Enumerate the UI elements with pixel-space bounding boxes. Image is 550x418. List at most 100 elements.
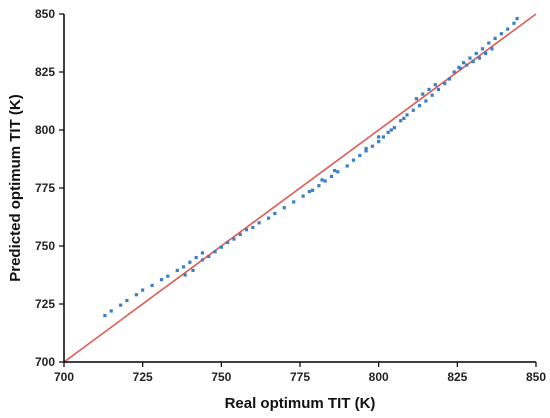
y-tick-label: 700 — [35, 355, 55, 369]
data-point — [257, 221, 261, 225]
data-point — [238, 232, 242, 236]
data-point — [399, 119, 403, 123]
data-point — [191, 268, 195, 272]
data-point — [462, 61, 466, 65]
reference-line-layer — [63, 13, 537, 363]
data-point — [183, 273, 187, 277]
data-point — [493, 36, 497, 40]
data-point — [364, 146, 368, 151]
data-point — [345, 164, 349, 168]
x-tick-label: 800 — [369, 370, 389, 384]
data-point — [301, 194, 305, 198]
data-point — [317, 184, 321, 188]
data-point — [307, 189, 312, 194]
data-point — [424, 99, 428, 103]
data-point — [320, 178, 324, 182]
data-point — [323, 179, 327, 183]
data-point — [389, 128, 393, 132]
y-tick-label: 750 — [35, 239, 55, 253]
data-point — [200, 258, 205, 262]
data-point — [292, 200, 296, 204]
x-axis-title: Real optimum TIT (K) — [225, 395, 376, 412]
data-point — [427, 87, 431, 91]
data-point — [109, 309, 113, 313]
x-tick-label: 825 — [447, 370, 467, 384]
x-tick-label: 775 — [290, 370, 310, 384]
data-point — [150, 283, 154, 288]
data-point — [452, 70, 456, 74]
data-point — [392, 126, 396, 130]
data-point — [125, 298, 129, 303]
data-point — [515, 17, 519, 21]
data-point — [282, 206, 286, 210]
data-point — [232, 237, 236, 241]
data-point — [458, 66, 463, 71]
data-points-layer — [103, 17, 519, 318]
data-point — [351, 158, 356, 162]
data-point — [386, 130, 390, 134]
data-point — [219, 245, 223, 249]
data-point — [266, 216, 271, 220]
data-point — [405, 113, 409, 117]
data-point — [411, 108, 415, 112]
y-tick-label: 800 — [35, 123, 55, 137]
y-tick-label: 775 — [35, 181, 55, 195]
data-point — [474, 51, 478, 56]
data-point — [377, 140, 381, 144]
data-point — [103, 314, 107, 318]
data-point — [490, 47, 494, 51]
y-tick-label: 725 — [35, 297, 55, 311]
data-point — [433, 83, 437, 87]
data-point — [381, 135, 385, 139]
data-point — [207, 254, 211, 259]
data-point — [310, 188, 315, 192]
y-ticks-layer: 700 725 750 775 800 825 850 — [35, 7, 64, 369]
data-point — [370, 144, 374, 148]
data-point — [159, 278, 164, 282]
data-point — [273, 211, 277, 216]
data-point — [499, 32, 503, 36]
x-ticks-layer: 700 725 750 775 800 825 850 — [54, 362, 546, 384]
data-point — [134, 293, 138, 297]
data-point — [471, 59, 475, 64]
data-point — [421, 92, 425, 96]
data-point — [119, 303, 123, 307]
data-point — [358, 153, 362, 158]
data-point — [364, 149, 368, 153]
data-point — [336, 170, 340, 174]
data-point — [244, 228, 249, 232]
data-point — [213, 250, 217, 254]
data-point — [430, 93, 434, 97]
data-point — [443, 82, 447, 86]
y-axis-title: Predicted optimum TIT (K) — [7, 94, 24, 282]
data-point — [484, 51, 488, 56]
data-point — [188, 260, 192, 264]
data-point — [377, 135, 381, 139]
data-point — [175, 268, 179, 272]
data-point — [329, 174, 334, 178]
data-point — [477, 56, 481, 60]
data-point — [447, 77, 452, 81]
y-tick-label: 850 — [35, 7, 55, 21]
data-point — [194, 256, 198, 260]
data-point — [251, 225, 255, 230]
x-tick-label: 750 — [211, 370, 231, 384]
data-point — [465, 63, 469, 67]
data-point — [512, 21, 516, 25]
data-point — [414, 97, 419, 101]
x-tick-label: 850 — [526, 370, 546, 384]
x-tick-label: 725 — [133, 370, 153, 384]
data-point — [181, 265, 186, 269]
x-tick-label: 700 — [54, 370, 74, 384]
data-point — [468, 56, 472, 60]
data-point — [417, 104, 422, 108]
data-point — [200, 251, 205, 255]
data-point — [333, 169, 337, 173]
data-point — [226, 240, 230, 245]
data-point — [480, 47, 485, 51]
data-point — [166, 274, 170, 278]
data-point — [141, 288, 145, 292]
data-point — [436, 87, 441, 91]
data-point — [487, 41, 491, 45]
